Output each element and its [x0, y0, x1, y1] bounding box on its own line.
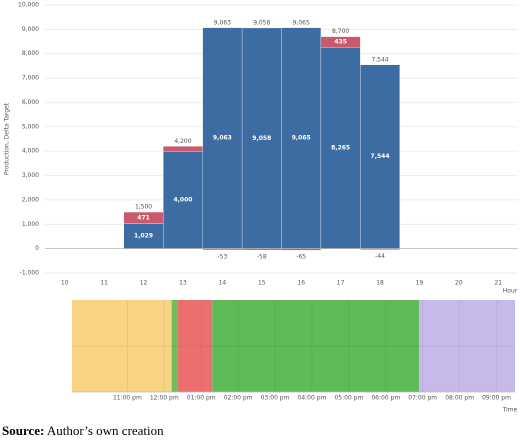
y-tick-label: 7,000 — [22, 75, 39, 82]
x-tick-label: 14 — [219, 280, 227, 287]
timeline-segment — [212, 300, 420, 392]
x-tick-label: 11:00 pm — [113, 395, 142, 402]
y-tick-label: 5,000 — [22, 123, 39, 130]
data-label: -65 — [296, 254, 306, 261]
y-tick-label: 4,000 — [22, 148, 39, 155]
y-tick-label: 8,000 — [22, 50, 39, 57]
data-label: 9,058 — [252, 135, 271, 142]
source-label: Source: — [2, 423, 44, 438]
x-tick-label: 03:00 pm — [261, 395, 290, 402]
x-tick-label: 15 — [258, 280, 266, 287]
y-tick-label: 1,000 — [22, 221, 39, 228]
x-tick-label: 11 — [100, 280, 108, 287]
y-tick-label: 0 — [35, 245, 39, 252]
data-label: 9,063 — [213, 135, 232, 142]
x-tick-label: 21 — [494, 280, 502, 287]
x-tick-label: 04:00 pm — [298, 395, 327, 402]
y-tick-label: 2,000 — [22, 196, 39, 203]
x-tick-label: 08:00 pm — [445, 395, 474, 402]
y-tick-label: 9,000 — [22, 26, 39, 33]
x-axis-title: Time — [502, 407, 518, 414]
data-label: 8,265 — [331, 144, 350, 151]
data-label: 4,000 — [173, 196, 192, 203]
data-label: 471 — [137, 214, 150, 221]
x-tick-label: 13 — [179, 280, 187, 287]
x-tick-label: 12 — [140, 280, 148, 287]
bar-segment — [320, 47, 361, 249]
data-label: 7,544 — [371, 153, 390, 160]
x-tick-label: 19 — [416, 280, 424, 287]
total-label: 9,063 — [214, 19, 231, 26]
total-label: 7,544 — [371, 56, 388, 63]
x-tick-label: 20 — [455, 280, 463, 287]
x-tick-label: 09:00 pm — [482, 395, 511, 402]
x-tick-label: 07:00 pm — [408, 395, 437, 402]
x-tick-label: 12:00 pm — [150, 395, 179, 402]
y-tick-label: 10,000 — [18, 2, 39, 9]
x-tick-label: 18 — [376, 280, 384, 287]
bar-segment — [241, 27, 282, 249]
source-text: Author’s own creation — [47, 423, 164, 438]
x-tick-label: 05:00 pm — [334, 395, 363, 402]
y-axis-title: Production, Delta Target — [4, 102, 11, 175]
data-label: -53 — [217, 253, 227, 260]
total-label: 9,065 — [293, 19, 310, 26]
x-tick-label: 16 — [297, 280, 305, 287]
timeline-segment — [171, 300, 178, 392]
timeline-segment — [72, 300, 172, 392]
data-label: -58 — [257, 254, 267, 261]
x-axis-title: Hour — [503, 288, 518, 295]
data-label: -44 — [375, 253, 385, 260]
total-label: 9,058 — [253, 19, 270, 26]
x-tick-label: 10 — [61, 280, 69, 287]
y-tick-label: 3,000 — [22, 172, 39, 179]
y-tick-label: 6,000 — [22, 99, 39, 106]
x-tick-label: 17 — [337, 280, 345, 287]
x-tick-label: 06:00 pm — [371, 395, 400, 402]
data-label: 1,029 — [134, 233, 153, 240]
x-tick-label: 01:00 pm — [187, 395, 216, 402]
total-label: 1,500 — [135, 204, 152, 211]
data-label: 9,065 — [292, 135, 311, 142]
total-label: 8,700 — [332, 28, 349, 35]
bar-segment — [320, 36, 361, 48]
bar-segment — [123, 223, 164, 249]
source: Source: Author’s own creation — [2, 423, 164, 438]
total-label: 4,200 — [174, 138, 191, 145]
y-tick-label: -1,000 — [20, 270, 40, 277]
timeline-segment — [177, 300, 213, 392]
bar-segment — [163, 146, 203, 152]
bar-segment — [202, 27, 243, 249]
data-label: 435 — [334, 38, 347, 45]
x-tick-label: 02:00 pm — [224, 395, 253, 402]
timeline-segment — [419, 300, 515, 392]
